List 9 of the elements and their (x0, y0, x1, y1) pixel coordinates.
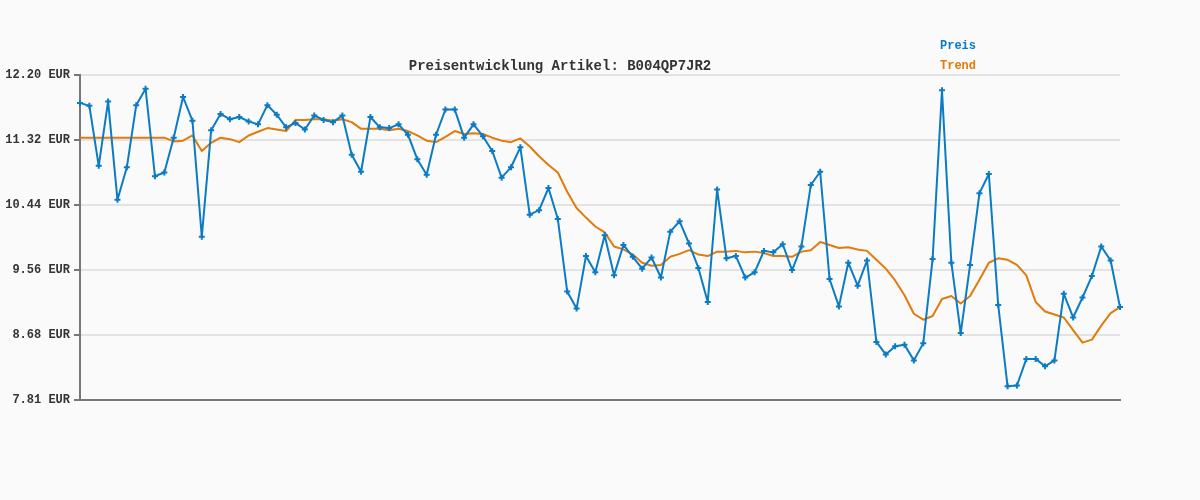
chart-title: Preisentwicklung Artikel: B004QP7JR2 (408, 57, 712, 74)
y-tick-label: 7.81 EUR (12, 392, 71, 407)
text: Preis (940, 38, 977, 55)
y-tick-label: 12.20 EUR (5, 67, 71, 82)
y-tick-label: 9.56 EUR (12, 263, 71, 278)
y-tick-label: 10.44 EUR (5, 198, 71, 213)
text: Trend (940, 58, 977, 75)
y-tick-label: 8.68 EUR (12, 328, 71, 343)
y-tick-label: 11.32 EUR (5, 132, 71, 147)
